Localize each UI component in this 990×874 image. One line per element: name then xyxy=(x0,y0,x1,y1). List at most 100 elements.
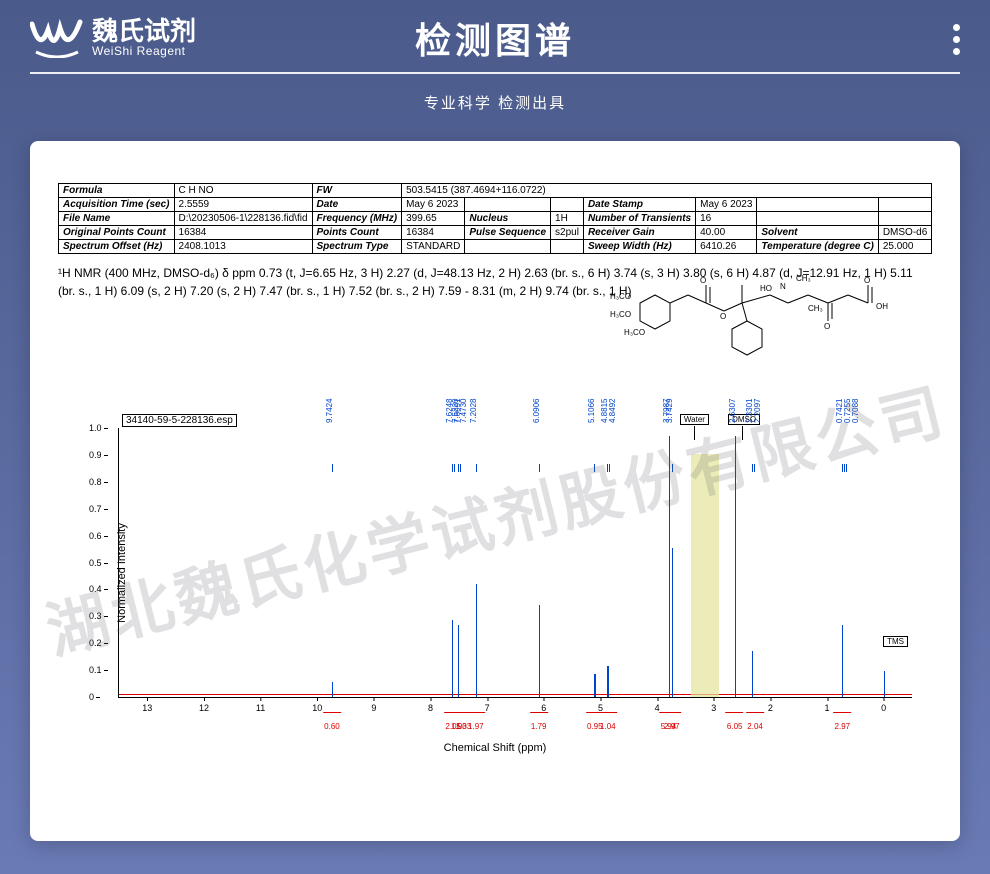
peak-label: 2.6307 xyxy=(728,399,737,423)
meta-value: 16 xyxy=(696,212,757,226)
integral-baseline xyxy=(119,694,912,695)
x-tick: 7 xyxy=(485,703,490,713)
meta-value: 399.65 xyxy=(402,212,465,226)
meta-value xyxy=(551,198,584,212)
integral-value: 0.60 xyxy=(324,722,340,731)
metadata-table: Formula C H NO FW 503.5415 (387.4694+116… xyxy=(58,183,932,254)
peak-label: 4.8492 xyxy=(608,399,617,423)
integral-value: 1.04 xyxy=(600,722,616,731)
meta-value: DMSO-d6 xyxy=(878,226,931,240)
meta-value xyxy=(878,212,931,226)
meta-value: s2pul xyxy=(551,226,584,240)
meta-label: Date xyxy=(312,198,402,212)
y-tick: 0.7 xyxy=(89,504,102,514)
formula-label: Formula xyxy=(59,184,175,198)
svg-text:O: O xyxy=(720,312,726,321)
meta-label: Spectrum Offset (Hz) xyxy=(59,240,175,254)
y-tick: 0.4 xyxy=(89,584,102,594)
meta-label: Date Stamp xyxy=(583,198,695,212)
formula-value: C H NO xyxy=(174,184,312,198)
meta-value xyxy=(551,240,584,254)
y-tick: 1.0 xyxy=(89,423,102,433)
meta-value: 2.5559 xyxy=(174,198,312,212)
meta-label: Pulse Sequence xyxy=(465,226,551,240)
spectrum-peak xyxy=(594,674,596,697)
spectrum-peak xyxy=(752,651,754,697)
logo-cn: 魏氏试剂 xyxy=(92,18,196,44)
solvent-label: Water xyxy=(680,414,709,425)
svg-text:H₃CO: H₃CO xyxy=(624,328,645,337)
spectrum-peak xyxy=(452,620,454,697)
meta-value: 6410.26 xyxy=(696,240,757,254)
meta-label xyxy=(465,198,551,212)
meta-label: Sweep Width (Hz) xyxy=(583,240,695,254)
svg-text:H₃CO: H₃CO xyxy=(610,292,631,301)
y-tick: 0.6 xyxy=(89,531,102,541)
meta-label: Spectrum Type xyxy=(312,240,402,254)
peak-label: 3.7429 xyxy=(665,399,674,423)
integral-value: 6.05 xyxy=(727,722,743,731)
svg-text:CH₃: CH₃ xyxy=(796,274,811,283)
molecule-structure: H₃COH₃COH₃CO OO NCH₃CH₃ HO OOHO xyxy=(580,273,900,383)
spectrum-peak xyxy=(476,584,478,697)
peak-label: 6.0906 xyxy=(532,399,541,423)
x-tick: 3 xyxy=(711,703,716,713)
svg-text:O: O xyxy=(824,322,830,331)
meta-label: Nucleus xyxy=(465,212,551,226)
meta-value: 16384 xyxy=(174,226,312,240)
x-axis-label: Chemical Shift (ppm) xyxy=(444,742,547,754)
meta-label xyxy=(757,212,878,226)
y-tick: 0.2 xyxy=(89,638,102,648)
x-tick: 11 xyxy=(256,703,265,713)
y-tick: 0.8 xyxy=(89,477,102,487)
spectrum-peak xyxy=(735,436,737,697)
peak-label: 9.7424 xyxy=(325,399,334,423)
meta-value: STANDARD xyxy=(402,240,465,254)
subtitle: 专业科学 检测出具 xyxy=(0,92,990,113)
integral-value: 2.97 xyxy=(835,722,851,731)
plot-area: TMS 00.10.20.30.40.50.60.70.80.91.013121… xyxy=(118,428,912,698)
svg-text:OH: OH xyxy=(876,302,888,311)
report-panel: Formula C H NO FW 503.5415 (387.4694+116… xyxy=(30,141,960,841)
integral-value: 2.97 xyxy=(664,722,680,731)
x-tick: 12 xyxy=(199,703,209,713)
nmr-spectrum-chart: 34140-59-5-228136.esp Normalized Intensi… xyxy=(58,388,932,758)
peak-label: 5.1066 xyxy=(587,399,596,423)
y-tick: 0.3 xyxy=(89,611,102,621)
integral-value: 2.04 xyxy=(747,722,763,731)
meta-value: 1H xyxy=(551,212,584,226)
meta-label: Temperature (degree C) xyxy=(757,240,878,254)
x-tick: 13 xyxy=(142,703,152,713)
spectrum-peak xyxy=(842,625,844,697)
meta-label: Solvent xyxy=(757,226,878,240)
meta-label: Acquisition Time (sec) xyxy=(59,198,175,212)
meta-label: Number of Transients xyxy=(583,212,695,226)
integral-value: 1.97 xyxy=(468,722,484,731)
spectrum-peak xyxy=(884,671,886,697)
fw-value: 503.5415 (387.4694+116.0722) xyxy=(402,184,932,198)
x-tick: 10 xyxy=(312,703,322,713)
peak-label: 7.2028 xyxy=(469,399,478,423)
meta-value xyxy=(878,198,931,212)
meta-label: Points Count xyxy=(312,226,402,240)
tms-label: TMS xyxy=(883,636,908,647)
meta-label: Original Points Count xyxy=(59,226,175,240)
header: 魏氏试剂 WeiShi Reagent 检测图谱 xyxy=(0,0,990,58)
fw-label: FW xyxy=(312,184,402,198)
svg-text:O: O xyxy=(700,276,706,285)
spectrum-peak xyxy=(669,436,671,697)
peak-label: 7.4730 xyxy=(459,399,468,423)
y-tick: 0.9 xyxy=(89,450,102,460)
meta-value: D:\20230506-1\228136.fid\fid xyxy=(174,212,312,226)
logo-en: WeiShi Reagent xyxy=(92,44,196,58)
page-title: 检测图谱 xyxy=(415,12,575,64)
x-tick: 8 xyxy=(428,703,433,713)
menu-button[interactable] xyxy=(953,24,960,55)
meta-value: May 6 2023 xyxy=(696,198,757,212)
meta-label: File Name xyxy=(59,212,175,226)
meta-value: May 6 2023 xyxy=(402,198,465,212)
meta-value: 25.000 xyxy=(878,240,931,254)
x-tick: 2 xyxy=(768,703,773,713)
spectrum-peak xyxy=(607,666,609,697)
highlight-region xyxy=(691,454,719,697)
